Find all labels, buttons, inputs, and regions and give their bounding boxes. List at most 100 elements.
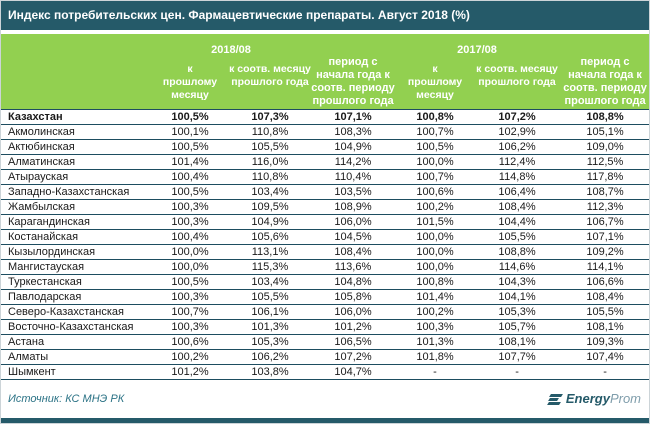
table-row: Актюбинская 100,5% 105,5% 104,9% 100,5% 106,2… — [1, 138, 649, 154]
value-cell: 108,4% — [559, 288, 649, 304]
region-cell: Казахстан — [1, 108, 151, 124]
table-row: Павлодарская 100,3% 105,5% 105,8% 101,4% 104,… — [1, 288, 649, 304]
value-cell: 100,0% — [151, 243, 229, 259]
value-cell: 114,8% — [475, 168, 560, 184]
value-cell: 104,9% — [311, 138, 396, 154]
region-cell: Актюбинская — [1, 138, 151, 154]
value-cell: 100,3% — [151, 198, 229, 214]
value-cell: 100,6% — [395, 183, 476, 199]
value-cell: 107,2% — [311, 348, 396, 364]
value-cell: 100,5% — [151, 183, 229, 199]
value-cell: 100,5% — [151, 108, 229, 124]
region-cell: Шымкент — [1, 363, 151, 380]
table-row: Казахстан 100,5% 107,3% 107,1% 100,8% 107,2% 1… — [1, 108, 649, 124]
table-row: Шымкент 101,2% 103,8% 104,7% - - - — [1, 363, 649, 380]
column-header-ytd-2018: период с начала года к соотв. периоду пр… — [311, 34, 396, 109]
table-body: Казахстан 100,5% 107,3% 107,1% 100,8% 107,2% 1… — [1, 108, 649, 380]
cpi-table: 2018/08 период с начала года к соотв. пе… — [1, 34, 649, 380]
table-row: Карагандинская 100,3% 104,9% 106,0% 101,5% 10… — [1, 213, 649, 229]
value-cell: 101,4% — [395, 288, 476, 304]
value-cell: 100,6% — [151, 333, 229, 349]
table-row: Туркестанская 100,5% 103,4% 104,8% 100,8% 104… — [1, 273, 649, 289]
value-cell: 102,9% — [475, 123, 560, 139]
value-cell: 100,0% — [395, 258, 476, 274]
table-row: Акмолинская 100,1% 110,8% 108,3% 100,7% 102,9… — [1, 123, 649, 139]
value-cell: 106,5% — [311, 333, 396, 349]
table-row: Западно-Казахстанская 100,5% 103,4% 103,5% 1… — [1, 183, 649, 199]
value-cell: 107,2% — [475, 108, 560, 124]
value-cell: 100,3% — [151, 288, 229, 304]
value-cell: 100,1% — [151, 123, 229, 139]
value-cell: 107,7% — [475, 348, 560, 364]
value-cell: 115,3% — [229, 258, 312, 274]
region-cell: Мангистауская — [1, 258, 151, 274]
value-cell: 108,1% — [559, 318, 649, 334]
value-cell: 100,4% — [151, 168, 229, 184]
value-cell: - — [559, 363, 649, 380]
column-header-ytd-2017: период с начала года к соотв. периоду пр… — [559, 34, 649, 109]
value-cell: 105,8% — [311, 288, 396, 304]
region-cell: Северо-Казахстанская — [1, 303, 151, 319]
table-row: Алматинская 101,4% 116,0% 114,2% 100,0% 112,4… — [1, 153, 649, 169]
value-cell: 108,8% — [475, 243, 560, 259]
footer: Источник: КС МНЭ РК EnergyProm — [1, 380, 649, 419]
energyprom-logo: EnergyProm — [546, 391, 641, 406]
value-cell: 110,8% — [229, 168, 312, 184]
value-cell: - — [395, 363, 476, 380]
value-cell: 107,4% — [559, 348, 649, 364]
source-note: Источник: КС МНЭ РК — [8, 392, 125, 405]
value-cell: 100,3% — [395, 318, 476, 334]
value-cell: 109,0% — [559, 138, 649, 154]
region-cell: Жамбылская — [1, 198, 151, 214]
value-cell: 103,5% — [311, 183, 396, 199]
value-cell: 100,7% — [395, 123, 476, 139]
region-cell: Костанайская — [1, 228, 151, 244]
value-cell: 100,3% — [151, 213, 229, 229]
value-cell: 106,6% — [559, 273, 649, 289]
value-cell: 110,8% — [229, 123, 312, 139]
value-cell: 100,3% — [151, 318, 229, 334]
value-cell: 107,1% — [559, 228, 649, 244]
value-cell: 104,1% — [475, 288, 560, 304]
value-cell: 101,2% — [311, 318, 396, 334]
value-cell: 100,7% — [151, 303, 229, 319]
region-cell: Туркестанская — [1, 273, 151, 289]
region-cell: Кызылординская — [1, 243, 151, 259]
column-header-yoy-2017: к соотв. месяцу прошлого года — [475, 58, 560, 109]
value-cell: 104,3% — [475, 273, 560, 289]
energyprom-logo-icon — [546, 392, 563, 406]
value-cell: 106,7% — [559, 213, 649, 229]
value-cell: 106,1% — [229, 303, 312, 319]
region-cell: Астана — [1, 333, 151, 349]
value-cell: 104,8% — [311, 273, 396, 289]
bottom-bar — [1, 418, 649, 423]
value-cell: 113,1% — [229, 243, 312, 259]
value-cell: 100,8% — [395, 273, 476, 289]
column-header-yoy-2018: к соотв. месяцу прошлого года — [229, 58, 312, 109]
column-header-mom-2017: к прошлому месяцу — [395, 58, 476, 109]
value-cell: 109,2% — [559, 243, 649, 259]
value-cell: 101,2% — [151, 363, 229, 380]
value-cell: 108,4% — [475, 198, 560, 214]
value-cell: 108,8% — [559, 108, 649, 124]
value-cell: 112,3% — [559, 198, 649, 214]
value-cell: 114,1% — [559, 258, 649, 274]
value-cell: 103,4% — [229, 183, 312, 199]
value-cell: 108,7% — [559, 183, 649, 199]
column-group-2017: 2017/08 — [395, 34, 560, 58]
value-cell: 106,4% — [475, 183, 560, 199]
value-cell: 106,2% — [229, 348, 312, 364]
table-row: Жамбылская 100,3% 109,5% 108,9% 100,2% 108,4%… — [1, 198, 649, 214]
value-cell: 105,1% — [559, 123, 649, 139]
value-cell: 101,3% — [395, 333, 476, 349]
value-cell: 114,2% — [311, 153, 396, 169]
value-cell: 105,5% — [229, 138, 312, 154]
table-row: Кызылординская 100,0% 113,1% 108,4% 100,0% 10… — [1, 243, 649, 259]
value-cell: 105,6% — [229, 228, 312, 244]
value-cell: 103,4% — [229, 273, 312, 289]
table-row: Костанайская 100,4% 105,6% 104,5% 100,0% 105,… — [1, 228, 649, 244]
value-cell: 105,5% — [559, 303, 649, 319]
region-cell: Алматы — [1, 348, 151, 364]
table-row: Восточно-Казахстанская 100,3% 101,3% 101,2%… — [1, 318, 649, 334]
table-header: 2018/08 период с начала года к соотв. пе… — [1, 34, 649, 109]
